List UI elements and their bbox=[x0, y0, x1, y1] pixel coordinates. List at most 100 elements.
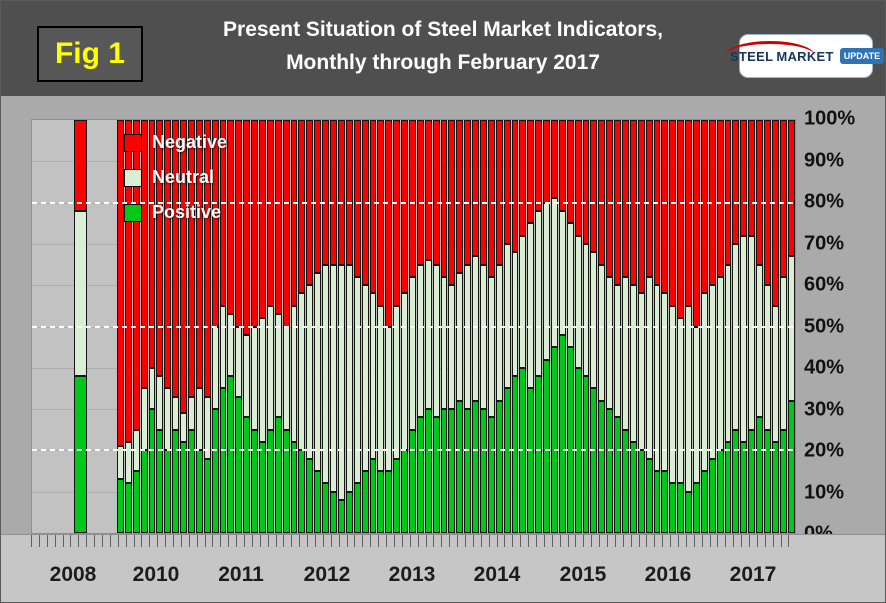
segment-negative-30 bbox=[353, 120, 361, 277]
segment-neutral-3 bbox=[140, 388, 148, 451]
y-axis-label-50: 50% bbox=[804, 315, 845, 337]
segment-positive-40 bbox=[432, 417, 440, 533]
segment-negative-78 bbox=[732, 120, 740, 244]
x-tick bbox=[86, 535, 88, 547]
segment-positive-55 bbox=[550, 347, 558, 533]
bar-month-1 bbox=[124, 120, 132, 533]
segment-positive-80 bbox=[748, 429, 756, 533]
y-axis-label-10: 10% bbox=[804, 481, 845, 503]
segment-neutral-15 bbox=[235, 326, 243, 397]
segment-neutral-49 bbox=[503, 243, 511, 389]
segment-positive-45 bbox=[472, 400, 479, 533]
x-tick bbox=[693, 535, 695, 547]
chart-title-line1: Present Situation of Steel Market Indica… bbox=[223, 18, 663, 41]
x-tick bbox=[133, 535, 135, 547]
segment-positive-73 bbox=[693, 483, 700, 533]
segment-neutral-24 bbox=[306, 285, 314, 459]
x-tick bbox=[46, 535, 48, 547]
segment-negative-81 bbox=[756, 120, 764, 265]
segment-negative-27 bbox=[330, 120, 337, 265]
bar-month-14 bbox=[227, 120, 235, 533]
x-tick bbox=[788, 535, 790, 547]
logo-wordmark: STEEL MARKET bbox=[724, 40, 836, 64]
bar-month-57 bbox=[566, 120, 574, 533]
segment-positive-41 bbox=[440, 409, 448, 533]
x-tick bbox=[741, 535, 743, 547]
x-tick bbox=[449, 535, 451, 547]
segment-positive-15 bbox=[235, 396, 243, 533]
x-tick bbox=[259, 535, 261, 547]
x-axis-year-label-2010: 2010 bbox=[132, 563, 180, 586]
x-tick bbox=[338, 535, 340, 547]
segment-neutral-28 bbox=[337, 264, 345, 500]
segment-neutral-32 bbox=[369, 293, 377, 459]
segment-positive-68 bbox=[653, 471, 661, 533]
segment-positive-79 bbox=[740, 442, 748, 533]
logo-swoosh-icon bbox=[724, 40, 815, 56]
x-axis-year-label-2015: 2015 bbox=[559, 563, 607, 586]
segment-negative-43 bbox=[456, 120, 464, 273]
x-tick bbox=[417, 535, 419, 547]
segment-negative-46 bbox=[479, 120, 487, 265]
bar-month-54 bbox=[543, 120, 550, 533]
x-tick bbox=[464, 535, 466, 547]
legend-item-positive: Positive bbox=[124, 202, 227, 223]
x-tick bbox=[354, 535, 356, 547]
x-tick bbox=[378, 535, 380, 547]
segment-positive-34 bbox=[385, 471, 393, 533]
x-axis-year-label-2013: 2013 bbox=[388, 563, 436, 586]
segment-negative-83 bbox=[771, 120, 779, 306]
legend-swatch-positive bbox=[124, 203, 142, 222]
legend-item-neutral: Neutral bbox=[124, 167, 227, 188]
segment-positive-1 bbox=[124, 483, 132, 533]
segment-negative-41 bbox=[440, 120, 448, 277]
segment-neutral-29 bbox=[345, 264, 353, 492]
y-axis-label-60: 60% bbox=[804, 273, 845, 296]
segment-neutral-63 bbox=[614, 285, 621, 418]
segment-negative-16 bbox=[243, 120, 251, 335]
x-tick bbox=[307, 535, 309, 547]
bar-month-59 bbox=[582, 120, 590, 533]
segment-negative-57 bbox=[566, 120, 574, 224]
segment-negative-48 bbox=[495, 120, 503, 265]
x-tick bbox=[725, 535, 727, 547]
segment-positive-32 bbox=[369, 458, 377, 533]
segment-negative-13 bbox=[219, 120, 227, 306]
x-tick bbox=[102, 535, 103, 547]
x-tick bbox=[496, 535, 498, 547]
x-tick bbox=[393, 535, 395, 547]
segment-neutral-31 bbox=[361, 285, 369, 472]
bar-month-7 bbox=[172, 120, 180, 533]
segment-negative-67 bbox=[645, 120, 653, 277]
segment-neutral-70 bbox=[669, 305, 677, 484]
segment-positive-75 bbox=[708, 458, 716, 533]
segment-positive-72 bbox=[685, 491, 693, 533]
segment-positive-62 bbox=[606, 409, 614, 533]
segment-positive-78 bbox=[732, 429, 740, 533]
segment-neutral-13 bbox=[219, 305, 227, 389]
segment-negative-74 bbox=[700, 120, 708, 294]
segment-neutral-2008 bbox=[74, 210, 87, 377]
bar-month-69 bbox=[661, 120, 669, 533]
segment-positive-27 bbox=[330, 491, 337, 533]
segment-neutral-48 bbox=[495, 264, 503, 401]
x-tick bbox=[646, 535, 648, 547]
bar-month-62 bbox=[606, 120, 614, 533]
segment-neutral-60 bbox=[590, 252, 598, 389]
bar-month-22 bbox=[290, 120, 298, 533]
segment-positive-14 bbox=[227, 376, 235, 533]
segment-negative-29 bbox=[345, 120, 353, 265]
x-tick bbox=[457, 535, 459, 547]
x-tick bbox=[701, 535, 703, 547]
x-tick bbox=[535, 535, 537, 547]
bar-month-15 bbox=[235, 120, 243, 533]
bar-month-43 bbox=[456, 120, 464, 533]
segment-positive-50 bbox=[511, 376, 519, 533]
segment-neutral-17 bbox=[251, 326, 259, 430]
bar-month-26 bbox=[322, 120, 330, 533]
x-tick bbox=[70, 535, 72, 547]
segment-neutral-19 bbox=[266, 305, 274, 430]
x-tick bbox=[236, 535, 238, 547]
segment-negative-51 bbox=[519, 120, 527, 236]
